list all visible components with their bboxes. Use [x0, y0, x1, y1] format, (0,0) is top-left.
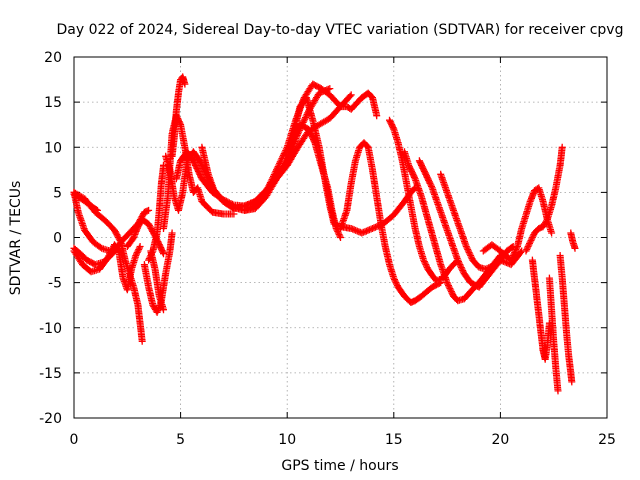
series-track-26 [556, 252, 576, 386]
series-track-9 [147, 247, 167, 314]
y-tick-label: -10 [39, 321, 62, 337]
series-track-16 [283, 94, 419, 237]
y-tick-label: 0 [53, 231, 62, 247]
plus-markers [147, 247, 167, 314]
data-marks [70, 73, 579, 395]
series-track-23 [522, 143, 566, 255]
x-tick-label: 25 [598, 432, 616, 448]
plus-markers [283, 94, 419, 237]
plus-markers [337, 139, 445, 306]
y-tick-label: -20 [39, 411, 62, 427]
y-tick-label: -5 [48, 276, 62, 292]
y-tick-label: 10 [44, 140, 62, 156]
series-track-17 [337, 139, 445, 306]
y-tick-label: 15 [44, 95, 62, 111]
x-tick-label: 5 [176, 432, 185, 448]
plus-markers [528, 256, 553, 363]
plus-markers [567, 229, 579, 252]
x-axis-label: GPS time / hours [281, 458, 398, 474]
x-tick-label: 0 [70, 432, 79, 448]
x-tick-label: 10 [278, 432, 296, 448]
plus-markers [168, 73, 189, 160]
plus-markers [415, 157, 526, 291]
y-tick-label: -15 [39, 366, 62, 382]
y-tick-label: 5 [53, 185, 62, 201]
y-axis-label: SDTVAR / TECUs [8, 181, 24, 296]
series-track-24 [528, 256, 553, 363]
series-track-12 [168, 73, 189, 160]
plus-markers [545, 274, 562, 395]
plus-markers [556, 252, 576, 386]
axis-ticks: 0 5 10 15 20 25 -20 -15 -10 -5 0 5 10 15 20 [39, 50, 616, 448]
y-tick-label: 20 [44, 50, 62, 66]
series-track-4 [70, 190, 101, 214]
series-track-20 [415, 157, 526, 291]
x-tick-label: 15 [385, 432, 403, 448]
x-tick-label: 20 [491, 432, 509, 448]
plot-frame [73, 56, 608, 419]
series-track-25 [545, 274, 562, 395]
plus-markers [522, 143, 566, 255]
chart-title: Day 022 of 2024, Sidereal Day-to-day VTE… [57, 22, 624, 38]
plus-markers [70, 190, 101, 214]
series-track-27 [567, 229, 579, 252]
